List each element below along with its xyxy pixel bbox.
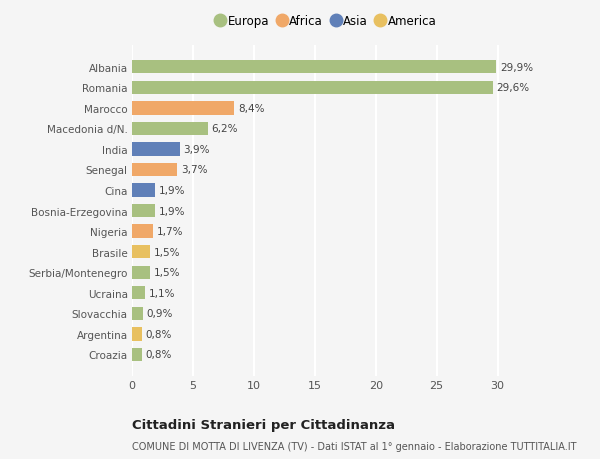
Bar bbox=[132, 286, 145, 300]
Bar bbox=[132, 328, 142, 341]
Bar bbox=[132, 184, 155, 197]
Text: COMUNE DI MOTTA DI LIVENZA (TV) - Dati ISTAT al 1° gennaio - Elaborazione TUTTIT: COMUNE DI MOTTA DI LIVENZA (TV) - Dati I… bbox=[132, 441, 577, 451]
Text: 1,7%: 1,7% bbox=[157, 227, 183, 237]
Bar bbox=[132, 163, 177, 177]
Bar bbox=[132, 204, 155, 218]
Bar bbox=[132, 246, 150, 259]
Text: Cittadini Stranieri per Cittadinanza: Cittadini Stranieri per Cittadinanza bbox=[132, 418, 395, 431]
Bar bbox=[132, 143, 179, 156]
Text: 29,6%: 29,6% bbox=[496, 83, 530, 93]
Text: 1,5%: 1,5% bbox=[154, 247, 181, 257]
Text: 0,8%: 0,8% bbox=[145, 350, 172, 360]
Bar bbox=[132, 266, 150, 280]
Text: 1,9%: 1,9% bbox=[159, 206, 185, 216]
Bar bbox=[132, 61, 496, 74]
Text: 3,9%: 3,9% bbox=[183, 145, 209, 155]
Text: 29,9%: 29,9% bbox=[500, 62, 533, 73]
Text: 0,8%: 0,8% bbox=[145, 329, 172, 339]
Text: 1,9%: 1,9% bbox=[159, 185, 185, 196]
Bar bbox=[132, 348, 142, 361]
Bar bbox=[132, 102, 235, 115]
Bar bbox=[132, 123, 208, 136]
Bar bbox=[132, 307, 143, 320]
Text: 3,7%: 3,7% bbox=[181, 165, 207, 175]
Text: 6,2%: 6,2% bbox=[211, 124, 238, 134]
Text: 0,9%: 0,9% bbox=[146, 309, 173, 319]
Text: 1,1%: 1,1% bbox=[149, 288, 176, 298]
Bar bbox=[132, 81, 493, 95]
Text: 8,4%: 8,4% bbox=[238, 104, 265, 113]
Legend: Europa, Africa, Asia, America: Europa, Africa, Asia, America bbox=[217, 16, 437, 28]
Text: 1,5%: 1,5% bbox=[154, 268, 181, 278]
Bar bbox=[132, 225, 153, 238]
